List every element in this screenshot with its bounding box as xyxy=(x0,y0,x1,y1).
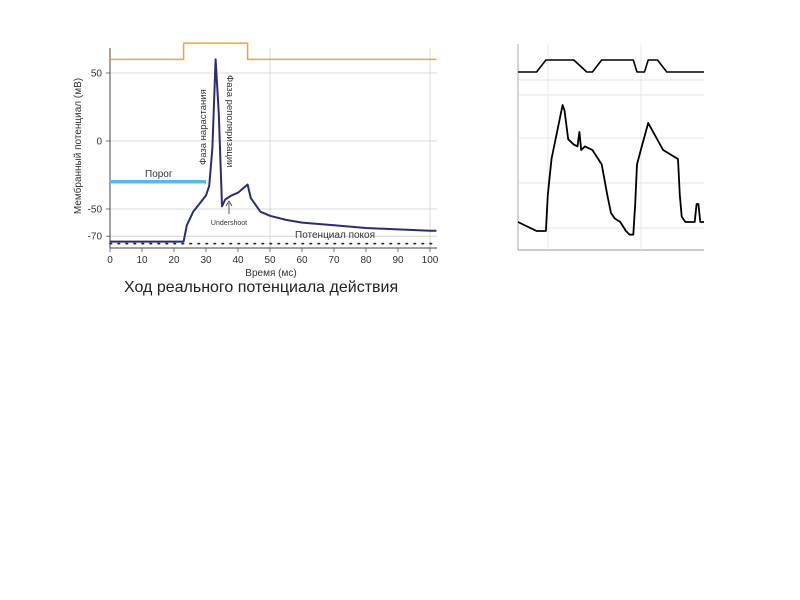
y-tick-label: 50 xyxy=(91,69,103,80)
recorded-trace-chart xyxy=(517,44,704,251)
x-tick-label: 30 xyxy=(200,255,212,266)
rising-phase-label: Фаза нарастания xyxy=(198,89,209,165)
y-axis-title: Мембранный потенциал (мВ) xyxy=(72,78,84,214)
x-tick-label: 40 xyxy=(232,255,244,266)
x-tick-label: 50 xyxy=(264,255,276,266)
x-tick-label: 70 xyxy=(328,255,340,266)
membrane-potential-line xyxy=(110,58,437,243)
x-tick-label: 10 xyxy=(136,255,148,266)
action-potential-chart: 50 0 -50 -70 0 10 20 30 40 50 60 70 80 90 100 Мембранн… xyxy=(72,42,439,296)
x-tick-label: 20 xyxy=(168,255,180,266)
left-axes: 50 0 -50 -70 0 10 20 30 40 50 60 70 80 90 100 xyxy=(88,48,439,266)
x-tick-label: 90 xyxy=(392,255,404,266)
chart-caption: Ход реального потенциала действия xyxy=(124,279,398,296)
undershoot-arrow xyxy=(225,200,233,214)
repolarization-phase-label: Фаза реполяризации xyxy=(224,75,235,167)
left-series xyxy=(109,42,438,245)
resting-potential-label: Потенциал покоя xyxy=(295,230,375,241)
x-axis-title: Время (мс) xyxy=(245,268,296,279)
x-tick-label: 60 xyxy=(296,255,308,266)
recorded-trace-line xyxy=(517,104,704,236)
y-tick-label: -70 xyxy=(88,232,103,243)
right-series xyxy=(517,59,704,236)
threshold-label: Порог xyxy=(145,169,173,180)
left-grid xyxy=(110,48,437,248)
x-tick-label: 100 xyxy=(422,255,439,266)
y-tick-label: 0 xyxy=(96,137,102,148)
stimulus-step-line xyxy=(110,42,437,61)
undershoot-label: Undershoot xyxy=(211,220,247,227)
x-tick-label: 0 xyxy=(107,255,113,266)
y-tick-label: -50 xyxy=(88,205,103,216)
stimulus-trace-line xyxy=(518,59,704,73)
x-tick-label: 80 xyxy=(360,255,372,266)
